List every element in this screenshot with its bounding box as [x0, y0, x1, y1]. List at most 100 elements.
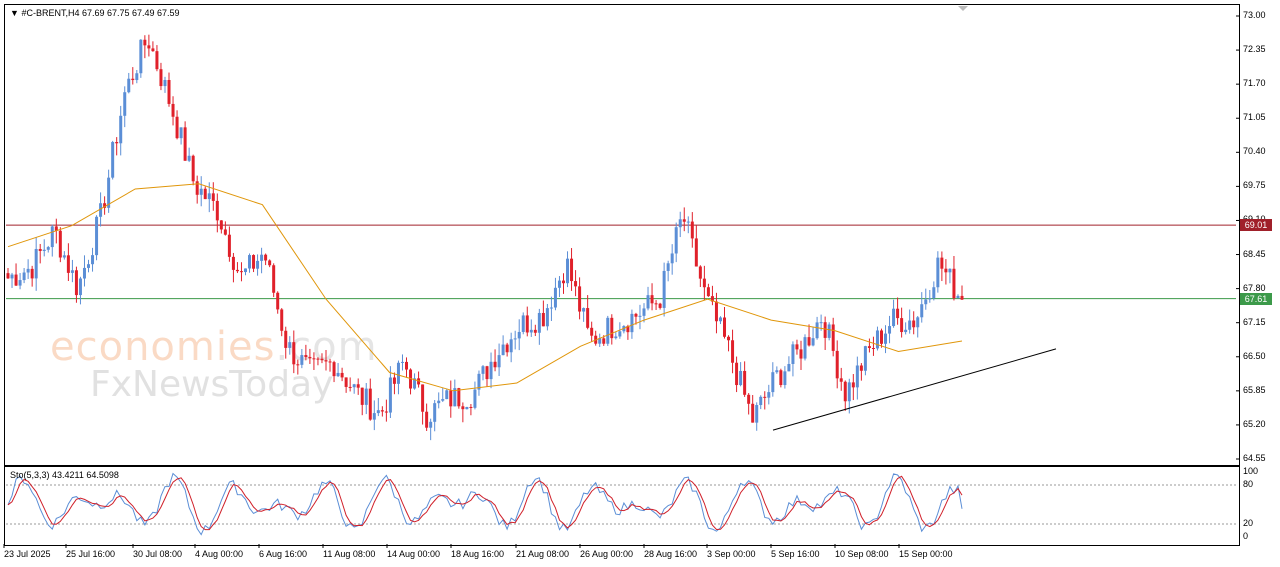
candle-body [807, 337, 811, 346]
time-tick-label: 15 Sep 00:00 [899, 549, 953, 559]
candle-body [91, 255, 95, 265]
candle-body [779, 370, 783, 386]
candle-body [469, 406, 473, 408]
candle-body [449, 390, 453, 407]
candle-body [473, 389, 477, 408]
candle-body [336, 372, 340, 377]
candle-body [328, 361, 332, 363]
candle-body [417, 378, 421, 385]
candle-body [847, 382, 851, 402]
candle-body [706, 287, 710, 297]
candle-body [646, 295, 650, 309]
candle-body [545, 308, 549, 327]
candle-body [602, 338, 606, 344]
candle-body [791, 344, 795, 364]
candle-body [320, 358, 324, 361]
price-tick-label: 68.45 [1243, 248, 1266, 259]
price-tick-label: 66.50 [1243, 350, 1266, 361]
candle-body [26, 268, 30, 273]
candle-body [859, 365, 863, 371]
candle-body [477, 373, 481, 390]
candle-body [296, 364, 300, 366]
candle-body [62, 255, 66, 258]
candle-body [561, 280, 565, 284]
candle-body [501, 344, 505, 356]
candle-body [252, 255, 256, 269]
time-tick-label: 11 Aug 08:00 [323, 549, 376, 559]
moving-average-line [7, 183, 963, 392]
candle-body [400, 361, 404, 363]
candle-body [372, 413, 376, 420]
candle-body [928, 298, 932, 300]
candle-body [912, 320, 916, 328]
price-tick-label: 67.15 [1243, 316, 1266, 327]
candle-body [823, 322, 827, 338]
candle-body [82, 267, 86, 279]
candle-body [574, 281, 578, 287]
candle-body [843, 381, 847, 402]
candle-body [183, 127, 187, 161]
time-tick-label: 23 Jul 2025 [4, 549, 51, 559]
candle-body [66, 255, 70, 273]
candle-body [867, 346, 871, 349]
candle-body [376, 410, 380, 414]
candle-body [179, 127, 183, 139]
candle-body [276, 292, 280, 310]
candle-body [425, 411, 429, 428]
candle-body [626, 326, 630, 333]
candle-body [799, 349, 803, 359]
candle-body [787, 363, 791, 372]
chart-menu-icon[interactable]: ▼ [10, 8, 19, 18]
candle-body [260, 254, 264, 261]
time-tick-label: 26 Aug 00:00 [580, 549, 634, 559]
candle-body [948, 268, 952, 273]
candle-body [529, 329, 533, 333]
candle-body [525, 315, 529, 333]
candle-body [22, 272, 26, 281]
candle-body [811, 338, 815, 346]
candle-body [855, 365, 859, 388]
candle-body [714, 301, 718, 322]
candle-body [835, 350, 839, 379]
candle-body [445, 390, 449, 400]
candle-body [248, 255, 252, 269]
candle-body [803, 337, 807, 359]
candle-body [50, 226, 54, 248]
candle-body [312, 358, 316, 360]
candle-body [58, 230, 62, 258]
candle-body [932, 287, 936, 299]
candle-body [239, 271, 243, 273]
candle-body [658, 303, 662, 308]
price-pane[interactable] [4, 4, 1240, 466]
candle-body [264, 254, 268, 261]
support-trendline [772, 348, 1057, 431]
candle-body [566, 258, 570, 284]
candle-body [916, 317, 920, 328]
candle-body [481, 366, 485, 374]
price-tick-label: 65.20 [1243, 418, 1266, 429]
candle-body [123, 92, 127, 116]
candle-body [884, 333, 888, 344]
candle-body [268, 260, 272, 266]
time-tick-label: 25 Jul 16:00 [66, 549, 116, 559]
candle-body [775, 370, 779, 373]
candle-body [690, 221, 694, 239]
stochastic-pane[interactable] [4, 466, 1240, 546]
candle-body [735, 362, 739, 386]
candle-body [159, 69, 163, 87]
candle-body [586, 308, 590, 328]
candle-body [340, 372, 344, 378]
candle-body [143, 39, 147, 46]
candle-body [171, 103, 175, 117]
stochastic-tick-label: 80 [1243, 479, 1254, 489]
candle-body [533, 329, 537, 333]
candle-body [38, 248, 42, 251]
candle-body [332, 362, 336, 377]
candle-body [368, 388, 372, 420]
candle-body [304, 355, 308, 357]
candle-body [18, 280, 22, 286]
price-tick-label: 71.70 [1243, 78, 1266, 89]
candle-body [570, 258, 574, 282]
candle-body [755, 405, 759, 423]
price-tick-label: 64.55 [1243, 453, 1266, 463]
